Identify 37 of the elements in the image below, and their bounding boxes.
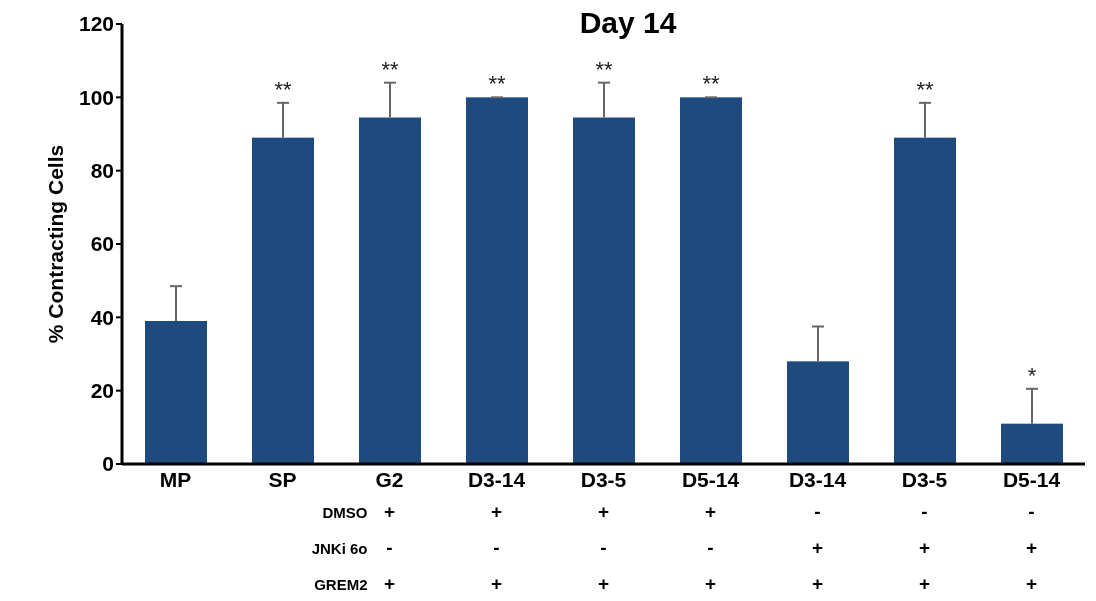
text: JNKi 6o - - - - + + + — [311, 537, 1038, 558]
bar — [680, 97, 742, 464]
x-tick-label: D3-14 — [467, 467, 526, 491]
x-tick-label: MP — [159, 467, 192, 491]
data-label: ** — [274, 76, 292, 102]
x-tick-label: D3-5 — [580, 467, 627, 491]
y-tick-label: 60 — [90, 232, 114, 256]
data-label: ** — [381, 56, 399, 82]
bar — [573, 117, 635, 464]
x-tick-label: SP — [268, 467, 297, 491]
bar — [787, 361, 849, 464]
data-label: ** — [702, 71, 720, 97]
y-tick-label: 80 — [90, 159, 114, 183]
y-tick-label: 0 — [102, 452, 114, 476]
data-label: ** — [488, 71, 506, 97]
bar — [359, 117, 421, 464]
bar — [1001, 423, 1063, 464]
bar — [145, 321, 207, 464]
y-axis-title: % Contracting Cells — [44, 144, 68, 344]
chart-title: Day 14 — [579, 6, 677, 39]
data-label: ** — [595, 56, 613, 82]
y-tick-label: 40 — [90, 305, 114, 329]
data-label: * — [1027, 362, 1037, 388]
text: GREM2 + + + + + + + — [314, 573, 1038, 594]
y-tick-label: 120 — [78, 12, 114, 36]
x-tick-label: D3-14 — [788, 467, 847, 491]
y-tick-label: 20 — [90, 379, 114, 403]
text: DMSO + + + + - - - — [322, 501, 1035, 522]
x-tick-label: G2 — [375, 467, 404, 491]
bar — [466, 97, 528, 464]
y-tick-label: 100 — [78, 85, 114, 109]
bar — [894, 137, 956, 464]
x-tick-label: D5-14 — [681, 467, 740, 491]
x-tick-label: D3-5 — [901, 467, 948, 491]
bar — [252, 137, 314, 464]
data-label: ** — [916, 76, 934, 102]
x-tick-label: D5-14 — [1002, 467, 1061, 491]
